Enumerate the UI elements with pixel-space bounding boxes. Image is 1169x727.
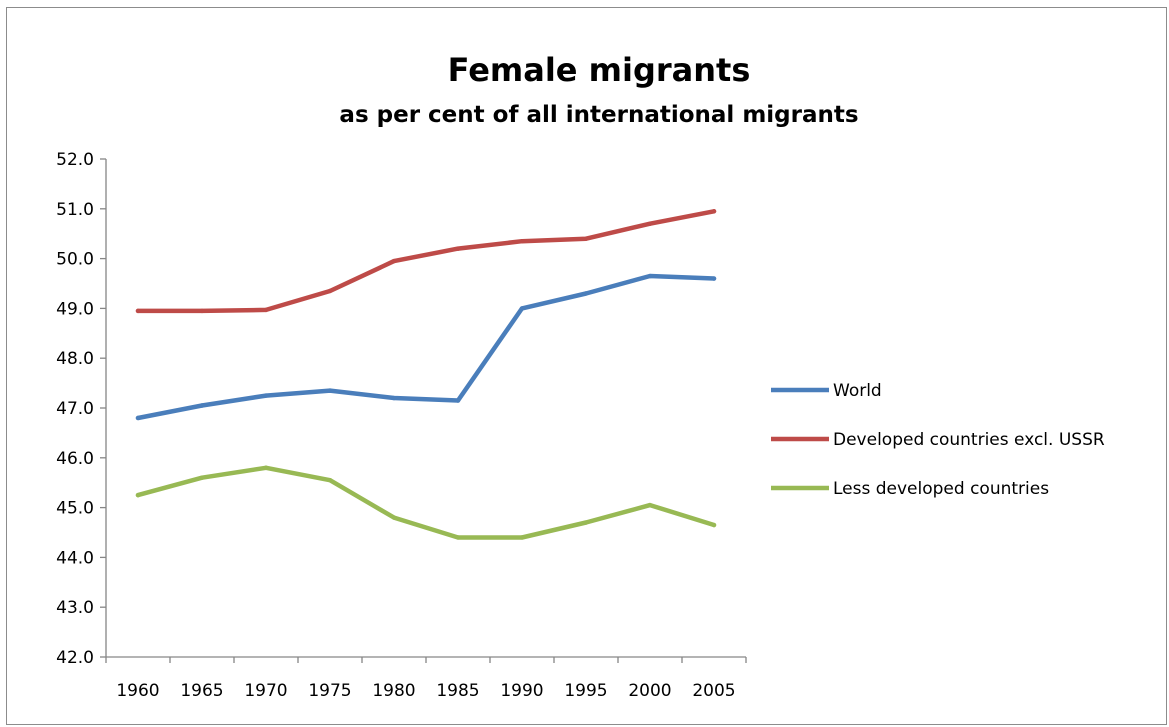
series-layer <box>135 209 717 540</box>
series-line-less-developed-countries <box>135 465 717 540</box>
data-point-world <box>327 388 333 393</box>
x-tick-label: 1980 <box>372 681 415 701</box>
data-point-developed-countries-excl-ussr <box>583 236 589 241</box>
data-point-developed-countries-excl-ussr <box>199 308 205 314</box>
data-point-less-developed-countries <box>519 535 525 540</box>
data-point-developed-countries-excl-ussr <box>519 238 525 244</box>
x-tick-label: 1970 <box>244 681 287 701</box>
data-point-world <box>263 393 269 398</box>
data-point-less-developed-countries <box>199 475 205 480</box>
y-tick-label: 46.0 <box>56 449 94 469</box>
data-point-less-developed-countries <box>391 515 397 520</box>
data-point-developed-countries-excl-ussr <box>327 288 333 294</box>
data-point-world <box>583 291 589 296</box>
x-tick-label: 1985 <box>436 681 479 701</box>
data-point-world <box>199 403 205 408</box>
x-tick-label: 1990 <box>500 681 543 701</box>
y-tick-label: 47.0 <box>56 399 94 419</box>
y-tick-label: 51.0 <box>56 200 94 220</box>
y-tick-label: 49.0 <box>56 299 94 319</box>
data-point-world <box>455 398 461 403</box>
x-tick-label: 1995 <box>564 681 607 701</box>
data-point-less-developed-countries <box>327 478 333 483</box>
data-point-less-developed-countries <box>455 535 461 540</box>
legend-label-less-developed-countries: Less developed countries <box>833 479 1049 499</box>
data-point-less-developed-countries <box>647 502 653 508</box>
data-point-developed-countries-excl-ussr <box>391 258 397 264</box>
data-point-developed-countries-excl-ussr <box>711 209 717 214</box>
chart-subtitle: as per cent of all international migrant… <box>339 102 858 128</box>
legend: World Developed countries excl. USSR Less … <box>771 381 1105 499</box>
y-tick-label: 48.0 <box>56 349 94 369</box>
data-point-developed-countries-excl-ussr <box>263 307 269 313</box>
data-point-less-developed-countries <box>711 522 717 528</box>
data-point-developed-countries-excl-ussr <box>455 246 461 251</box>
data-point-less-developed-countries <box>583 520 589 525</box>
x-tick-label: 2005 <box>692 681 735 701</box>
data-point-world <box>711 276 717 281</box>
y-tick-label: 44.0 <box>56 548 94 568</box>
data-point-world <box>135 415 141 421</box>
chart-title: Female migrants <box>448 51 751 89</box>
y-tick-label: 52.0 <box>56 150 94 170</box>
y-tick-label: 50.0 <box>56 250 94 270</box>
y-tick-label: 43.0 <box>56 598 94 618</box>
legend-label-world: World <box>833 381 882 401</box>
series-line-world <box>135 273 717 421</box>
x-tick-label: 2000 <box>628 681 671 701</box>
chart-frame: Female migrants as per cent of all inter… <box>6 7 1167 725</box>
data-point-developed-countries-excl-ussr <box>647 221 653 226</box>
line-chart: Female migrants as per cent of all inter… <box>56 51 1105 701</box>
x-tick-label: 1975 <box>308 681 351 701</box>
data-point-world <box>647 273 653 279</box>
y-tick-label: 45.0 <box>56 499 94 519</box>
data-point-world <box>519 306 525 311</box>
x-tick-label: 1960 <box>116 681 159 701</box>
data-point-less-developed-countries <box>135 492 141 498</box>
axes: 42.0 43.0 44.0 45.0 46.0 47.0 48.0 49.0 50.0 51.0… <box>56 150 747 701</box>
legend-label-developed-countries-excl-ussr: Developed countries excl. USSR <box>833 430 1105 450</box>
y-tick-label: 42.0 <box>56 648 94 668</box>
data-point-less-developed-countries <box>263 465 269 470</box>
series-line-developed-countries-excl-ussr <box>135 209 717 314</box>
data-point-world <box>391 395 397 401</box>
x-tick-label: 1965 <box>180 681 223 701</box>
data-point-developed-countries-excl-ussr <box>135 308 141 314</box>
